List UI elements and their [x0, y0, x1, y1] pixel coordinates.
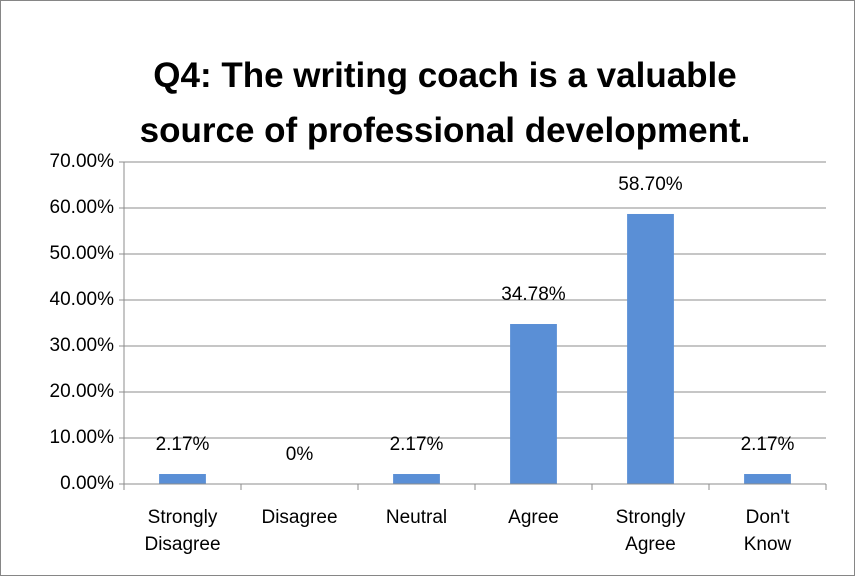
x-tick-label: Strongly Agree [616, 507, 686, 555]
x-tick-label: Neutral [386, 507, 447, 528]
bar [510, 324, 557, 484]
bar [393, 474, 440, 484]
data-label: 34.78% [501, 284, 566, 305]
x-tick-label: Agree [508, 507, 559, 528]
y-tick-label: 20.00% [50, 381, 115, 402]
bar [159, 474, 206, 484]
data-label: 58.70% [618, 174, 683, 195]
data-label: 2.17% [741, 434, 795, 455]
data-label: 0% [286, 444, 314, 465]
data-label: 2.17% [390, 434, 444, 455]
y-tick-label: 0.00% [60, 473, 114, 494]
x-tick-label: Disagree [261, 507, 337, 528]
data-label: 2.17% [156, 434, 210, 455]
x-tick-label: Don't Know [744, 507, 792, 555]
x-tick-label: Strongly Disagree [144, 507, 220, 555]
y-tick-label: 40.00% [50, 289, 115, 310]
chart-title: Q4: The writing coach is a valuable sourc… [140, 56, 751, 150]
y-tick-label: 10.00% [50, 427, 115, 448]
bar [744, 474, 791, 484]
bar [627, 213, 674, 485]
y-tick-label: 30.00% [50, 335, 115, 356]
y-tick-label: 50.00% [50, 243, 115, 264]
y-tick-label: 60.00% [50, 197, 115, 218]
y-tick-label: 70.00% [50, 151, 115, 172]
